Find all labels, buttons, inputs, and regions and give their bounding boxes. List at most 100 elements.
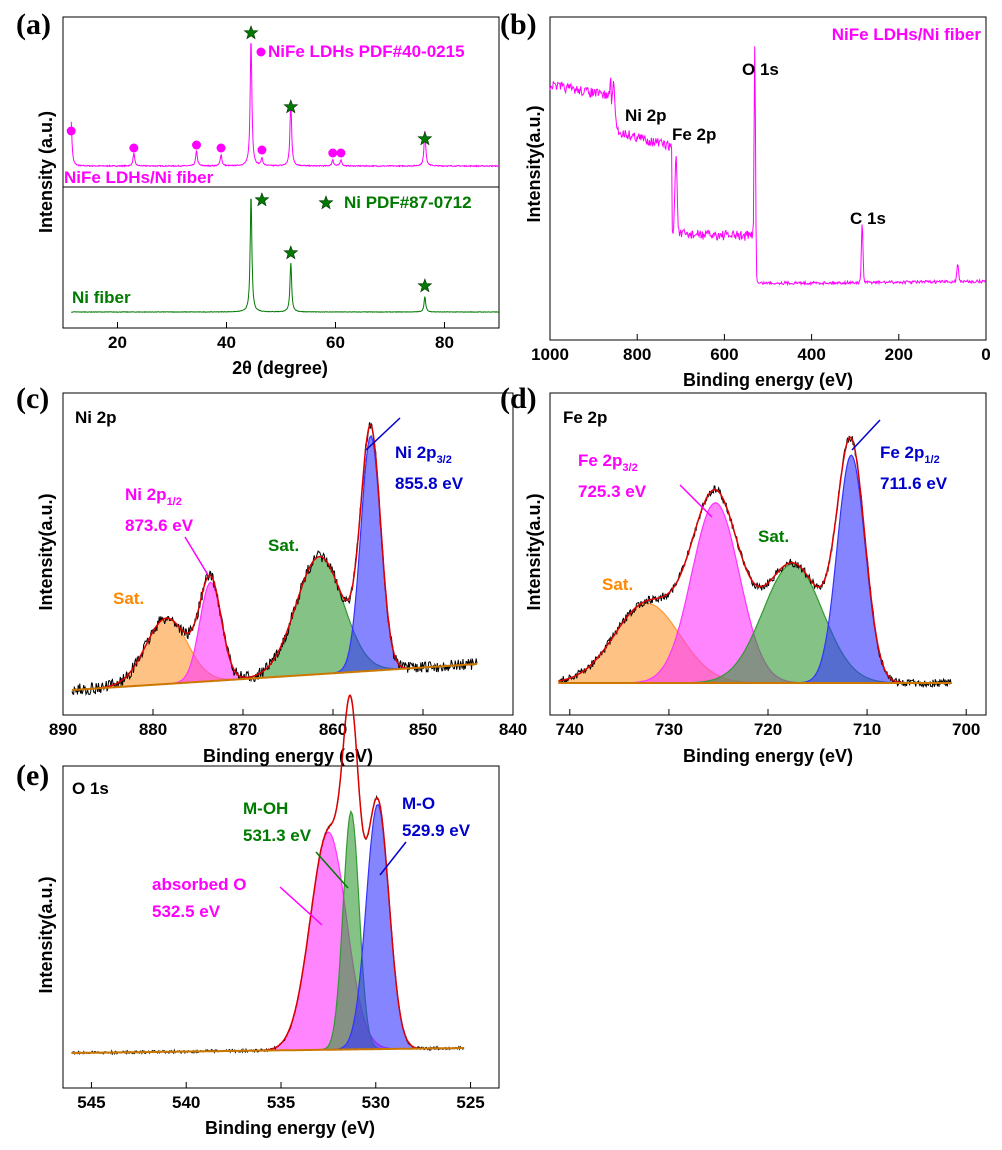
panel-a-peak-markers — [66, 25, 433, 293]
panel-c-x-axis-label: Binding energy (eV) — [203, 746, 373, 766]
x-tick-label: 840 — [499, 720, 527, 739]
x-tick-label: 740 — [556, 720, 584, 739]
x-tick-label: 800 — [623, 345, 651, 364]
panel-b-c1s-label: C 1s — [850, 209, 886, 228]
x-tick-label: 730 — [655, 720, 683, 739]
panel-d-x-axis-label: Binding energy (eV) — [683, 746, 853, 766]
panel-c-p32-ev: 855.8 eV — [395, 474, 464, 493]
panel-c-frame — [62, 392, 514, 716]
panel-d-p12-label: Fe 2p1/2 — [880, 443, 940, 466]
panel-b-ni2p-label: Ni 2p — [625, 106, 667, 125]
series-ni-fiber-line — [70, 198, 499, 313]
panel-d-x-ticks: 740 730 720 710 700 — [556, 709, 980, 739]
panel-e-o1s: 545 540 535 530 525 O 1s M-O 529.9 eV M-OH 5… — [36, 694, 500, 1138]
ldh-peak-circle-marker — [192, 140, 202, 150]
x-tick-label: 700 — [952, 720, 980, 739]
ni-legend-star-marker — [318, 195, 334, 210]
panel-e-background-line — [71, 1047, 464, 1054]
panel-a-xrd: 20 40 60 80 NiFe LDHs PDF#40-0215 NiFe LDHs… — [36, 16, 500, 378]
panel-c-background-line — [72, 663, 478, 691]
panel-b-y-axis-label: Intensity(a.u.) — [524, 105, 544, 222]
panel-d-p32-label: Fe 2p3/2 — [578, 451, 638, 474]
panel-c-fit-envelope-line — [71, 424, 477, 691]
panel-c-p12-label: Ni 2p1/2 — [125, 485, 182, 508]
ldh-peak-circle-marker — [216, 143, 226, 153]
panel-e-ao-ev: 532.5 eV — [152, 902, 221, 921]
ni-peak-star-marker — [417, 278, 433, 293]
panel-e-moh-label: M-OH — [243, 799, 288, 818]
panel-a-x-axis-label: 2θ (degree) — [232, 358, 328, 378]
panel-a-ni-series-label: Ni fiber — [72, 288, 131, 307]
panel-d-sat-orange-label: Sat. — [602, 575, 633, 594]
x-tick-label: 600 — [710, 345, 738, 364]
panel-a-x-ticks: 20 40 60 80 — [108, 322, 454, 352]
panel-e-mo-arrow — [379, 841, 407, 876]
ni-peak-star-marker — [417, 131, 433, 146]
ldh-peak-circle-marker — [328, 148, 338, 158]
panel-d-sat-green-label: Sat. — [758, 527, 789, 546]
panel-d-fe2p: 740 730 720 710 700 Fe 2p Fe 2p1/2 711.6 eV … — [524, 392, 987, 766]
panel-c-p12-arrow — [184, 536, 209, 576]
panel-c-raw-data-line — [71, 422, 478, 697]
x-tick-label: 850 — [409, 720, 437, 739]
x-tick-label: 80 — [435, 333, 454, 352]
panel-b-frame — [549, 16, 987, 341]
x-tick-label: 1000 — [531, 345, 569, 364]
panel-e-title: O 1s — [72, 779, 109, 798]
panel-d-y-axis-label: Intensity(a.u.) — [524, 493, 544, 610]
panel-c-sat-green-label: Sat. — [268, 536, 299, 555]
ldh-peak-circle-marker — [336, 148, 346, 158]
panel-e-x-ticks: 545 540 535 530 525 — [77, 1082, 485, 1112]
panel-a-ldh-series-label: NiFe LDHs/Ni fiber — [64, 168, 214, 187]
panel-e-moh-ev: 531.3 eV — [243, 826, 312, 845]
fit-component-absorbed-oarea — [71, 831, 465, 1054]
x-tick-label: 860 — [319, 720, 347, 739]
fit-component-m-oharea — [71, 809, 465, 1054]
x-tick-label: 40 — [217, 333, 236, 352]
panel-e-mo-ev: 529.9 eV — [402, 821, 471, 840]
panel-c-ni2p: 890 880 870 860 850 840 Ni 2p Ni 2p3/2 855.8 … — [36, 392, 527, 766]
ni-peak-star-marker — [283, 99, 299, 114]
x-tick-label: 0 — [981, 345, 990, 364]
ldh-peak-circle-marker — [257, 145, 267, 155]
x-tick-label: 710 — [853, 720, 881, 739]
panel-e-x-axis-label: Binding energy (eV) — [205, 1118, 375, 1138]
panel-c-title: Ni 2p — [75, 408, 117, 427]
panel-d-p12-arrow — [851, 419, 881, 451]
panel-c-p12-ev: 873.6 eV — [125, 516, 194, 535]
panel-b-x-ticks: 1000 800 600 400 200 0 — [531, 334, 991, 364]
panel-b-o1s-label: O 1s — [742, 60, 779, 79]
panel-d-p12-ev: 711.6 eV — [880, 474, 948, 493]
panel-e-y-axis-label: Intensity(a.u.) — [36, 876, 56, 993]
panel-a-frame — [62, 16, 500, 329]
panel-e-ao-arrow — [279, 886, 323, 926]
panel-label-b: (b) — [500, 8, 537, 41]
x-tick-label: 880 — [139, 720, 167, 739]
ni-peak-star-marker — [283, 245, 299, 260]
panel-label-e: (e) — [16, 759, 49, 792]
x-tick-label: 530 — [362, 1093, 390, 1112]
panel-c-x-ticks: 890 880 870 860 850 840 — [49, 709, 527, 739]
ni-peak-star-marker — [243, 25, 259, 40]
panel-b-survey: 1000 800 600 400 200 0 NiFe LDHs/Ni fiber Ni … — [524, 16, 991, 390]
panel-b-fe2p-label: Fe 2p — [672, 125, 716, 144]
panel-a-y-axis-label: Intensity (a.u.) — [36, 111, 56, 233]
panel-c-y-axis-label: Intensity(a.u.) — [36, 493, 56, 610]
panel-b-survey-line — [549, 46, 987, 287]
x-tick-label: 60 — [326, 333, 345, 352]
x-tick-label: 720 — [754, 720, 782, 739]
panel-b-title: NiFe LDHs/Ni fiber — [832, 25, 982, 44]
panel-e-mo-label: M-O — [402, 794, 435, 813]
x-tick-label: 400 — [797, 345, 825, 364]
ldh-peak-circle-marker — [66, 126, 76, 136]
panel-a-ni-pdf-label: Ni PDF#87-0712 — [344, 193, 472, 212]
panel-label-a: (a) — [16, 8, 51, 41]
panel-d-p32-ev: 725.3 eV — [578, 482, 647, 501]
x-tick-label: 545 — [77, 1093, 105, 1112]
panel-e-moh-arrow — [315, 851, 349, 889]
panel-a-ldh-pdf-label: NiFe LDHs PDF#40-0215 — [268, 42, 465, 61]
panel-c-p32-label: Ni 2p3/2 — [395, 443, 452, 466]
panel-e-ao-label: absorbed O — [152, 875, 246, 894]
x-tick-label: 525 — [456, 1093, 484, 1112]
